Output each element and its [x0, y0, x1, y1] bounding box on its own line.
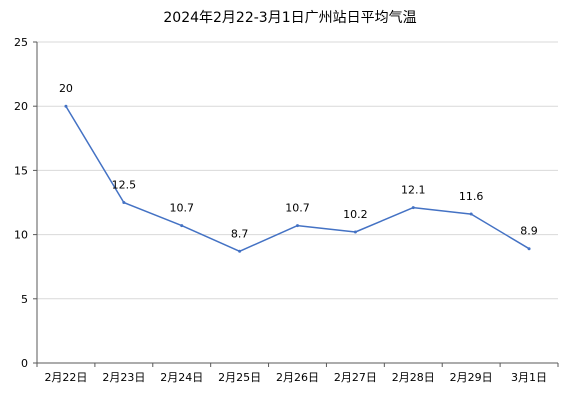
x-tick-label: 2月25日: [218, 371, 261, 384]
data-point: [469, 212, 473, 216]
data-point: [180, 224, 184, 228]
data-label: 10.7: [169, 202, 194, 215]
data-label: 8.7: [231, 227, 249, 240]
chart-title: 2024年2月22-3月1日广州站日平均气温: [163, 10, 417, 26]
data-label: 11.6: [459, 190, 484, 203]
data-point: [296, 224, 299, 228]
x-tick-label: 2月24日: [160, 371, 203, 384]
x-tick-label: 2月29日: [450, 371, 493, 384]
y-tick-label: 15: [14, 164, 28, 177]
y-tick-label: 10: [14, 229, 28, 242]
x-tick-label: 2月22日: [44, 371, 87, 384]
gridlines: [37, 41, 558, 300]
data-point: [411, 206, 415, 210]
data-label: 10.2: [343, 208, 368, 221]
data-point: [238, 249, 242, 253]
y-tick-labels: 0 5 10 15 20 25: [14, 36, 28, 370]
x-tick-label: 2月28日: [392, 371, 435, 384]
x-tick-label: 2月27日: [334, 371, 377, 384]
data-labels: 20 12.5 10.7 8.7 10.7 10.2 12.1 11.6 8.9: [59, 82, 538, 240]
data-label: 12.1: [401, 184, 426, 197]
data-label: 12.5: [112, 179, 137, 192]
data-label: 10.7: [285, 202, 310, 215]
x-tick-label: 2月23日: [102, 371, 145, 384]
data-label: 8.9: [520, 225, 538, 238]
y-tick-label: 5: [21, 293, 28, 306]
data-point: [353, 230, 357, 234]
data-point: [122, 201, 126, 204]
y-tick-label: 0: [21, 357, 28, 370]
x-tick-label: 3月1日: [511, 371, 547, 384]
y-tick-label: 20: [14, 100, 28, 113]
data-point: [64, 104, 68, 108]
y-tick-label: 25: [14, 36, 28, 49]
x-tick-label: 2月26日: [276, 371, 319, 384]
series-line: [64, 104, 531, 253]
data-label: 20: [59, 82, 73, 95]
data-point: [527, 247, 531, 251]
axes: [33, 41, 559, 367]
x-tick-labels: 2月22日 2月23日 2月24日 2月25日 2月26日 2月27日 2月28日 2月29日…: [44, 371, 547, 384]
